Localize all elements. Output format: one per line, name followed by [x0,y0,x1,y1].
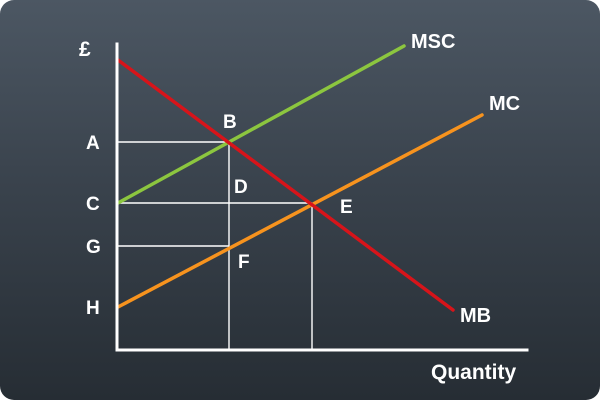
msc-curve-label: MSC [411,31,455,53]
mc-curve [116,113,484,309]
axes [115,42,529,352]
point-label-b: B [223,112,237,133]
price-label-h: H [86,298,100,319]
mc-curve-label: MC [489,93,520,115]
point-label-e: E [340,197,353,218]
mb-curve [116,58,455,312]
price-label-a: A [86,133,100,154]
guide-lines [118,141,313,350]
point-label-f: F [238,252,250,273]
x-axis-label: Quantity [431,361,516,384]
price-label-g: G [86,237,101,258]
price-label-c: C [86,194,100,215]
point-label-d: D [234,177,248,198]
msc-curve [116,44,406,205]
y-axis-label: £ [79,38,91,61]
mb-curve-label: MB [460,305,491,327]
